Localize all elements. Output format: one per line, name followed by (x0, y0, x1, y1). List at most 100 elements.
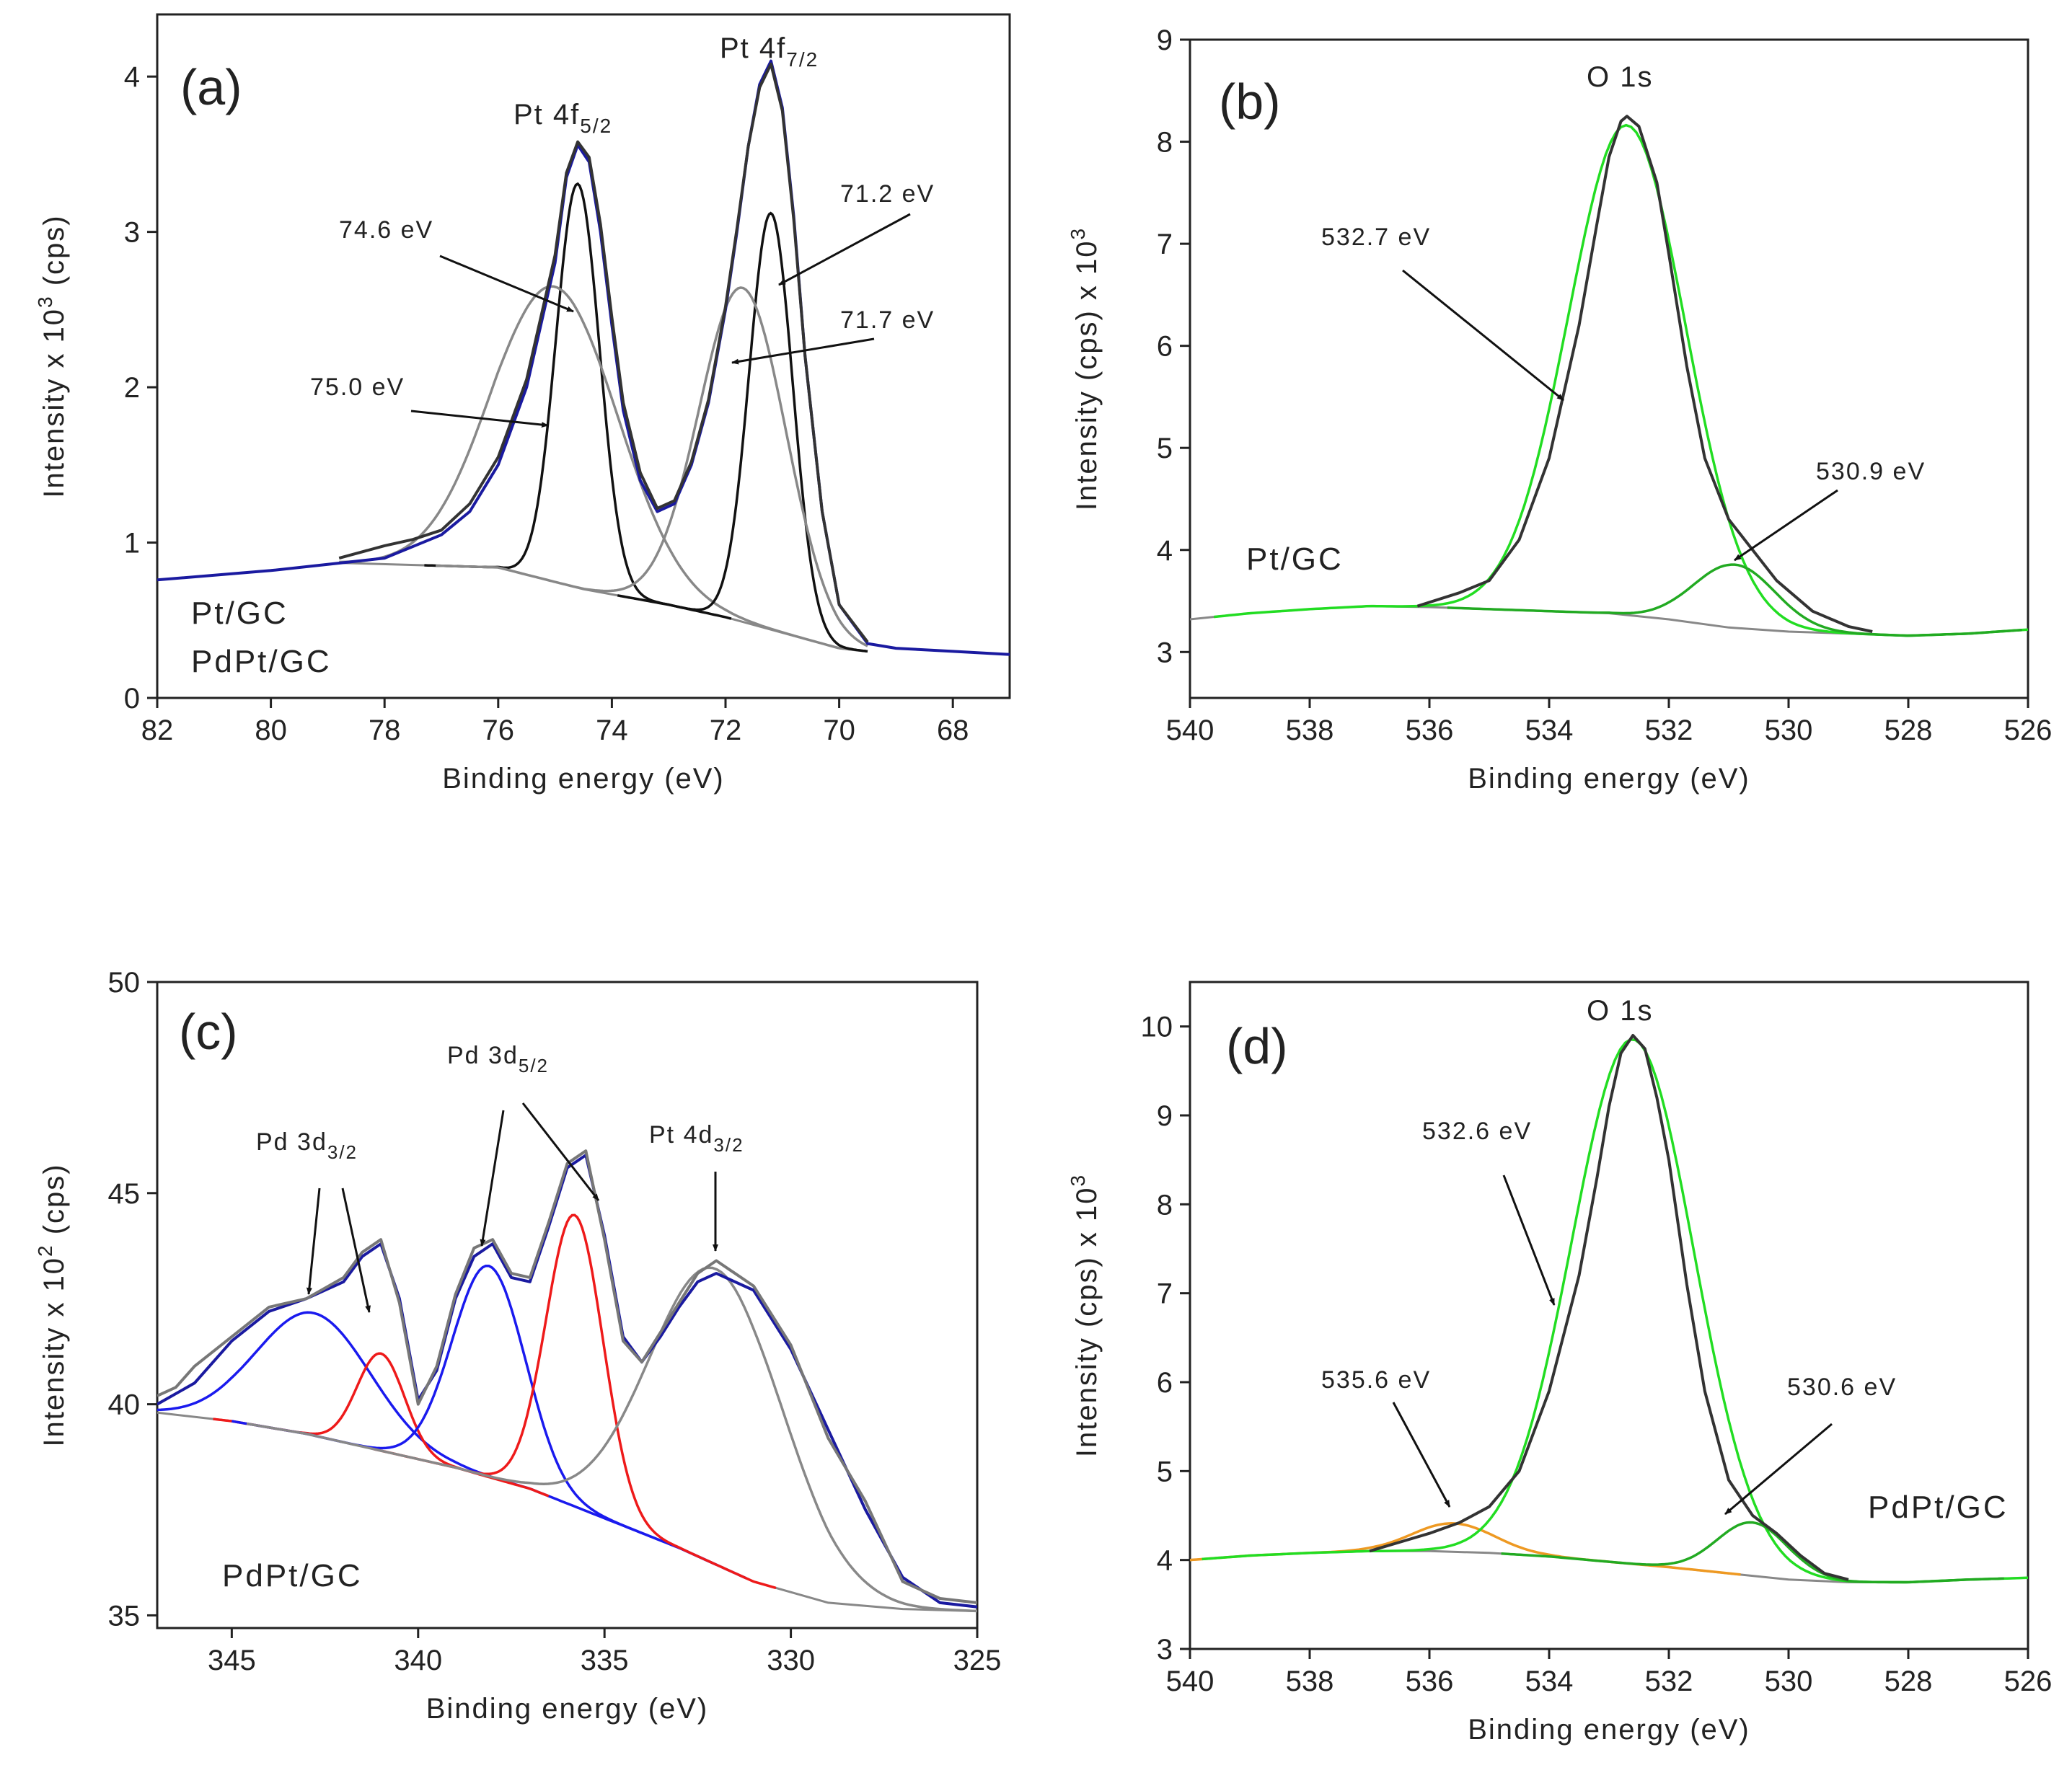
panel-b-xtick-label: 540 (1166, 715, 1214, 746)
panel-b-label: (b) (1219, 74, 1281, 130)
panel-b-data (1190, 115, 2028, 637)
panel-d-background-series (1190, 1549, 2028, 1583)
panel-b-xtick-label: 528 (1884, 715, 1933, 746)
panel-b-series-0 (1416, 115, 1873, 633)
panel-a-label: (a) (180, 59, 242, 115)
panel-c-peak-1 (213, 1352, 550, 1498)
panel-a-ylabel: Intensity x 103 (cps) (34, 214, 70, 497)
panel-a-xtick-label: 78 (369, 715, 401, 746)
panel-b-label-5327: 532.7 eV (1321, 224, 1431, 251)
panel-b-plot: 540 538 536 534 532 530 528 526 3 4 5 6 7 8 9 Binding e… (1067, 25, 2052, 795)
panel-a-series-1 (338, 62, 869, 643)
panel-c-peak-4 (246, 1266, 977, 1613)
panel-a: 82 80 78 76 74 72 70 68 0 1 2 3 4 Binding energy (eV)… (34, 13, 1011, 795)
panel-c-xtick-label: 330 (767, 1645, 815, 1676)
panel-c-ytick-label: 50 (108, 967, 141, 999)
panel-a-ytick-label: 4 (124, 61, 140, 93)
panel-b-ytick-label: 9 (1157, 25, 1173, 56)
panel-d-sample-pdptgc: PdPt/GC (1868, 1490, 2009, 1525)
panel-b: 540 538 536 534 532 530 528 526 3 4 5 6 7 8 9 Binding e… (1067, 25, 2052, 795)
panel-b-peak-1 (1447, 563, 2022, 637)
panel-c-xtick-label: 335 (581, 1645, 629, 1676)
panel-c-ylabel: Intensity x 102 (cps) (34, 1163, 70, 1446)
panel-d-series-0 (1369, 1034, 1849, 1581)
panel-c-series-1 (157, 1149, 977, 1604)
panel-c-arrow-pd3d32-b (341, 1187, 371, 1313)
panel-a-xtick-label: 76 (482, 715, 515, 746)
panel-a-sample-ptgc: Pt/GC (191, 596, 288, 631)
panel-d-peak-title-o1s: O 1s (1587, 995, 1653, 1027)
panel-c-sample-pdptgc: PdPt/GC (222, 1558, 363, 1593)
panel-d-frame (1189, 981, 2029, 1650)
panel-d-label-5326: 532.6 eV (1422, 1118, 1532, 1145)
panel-c-xtick-label: 340 (394, 1645, 442, 1676)
panel-d-ytick-label: 9 (1157, 1100, 1173, 1132)
panel-c-ytick-label: 45 (108, 1178, 141, 1210)
panel-d-ylabel: Intensity (cps) x 103 (1067, 1174, 1103, 1457)
panel-a-xlabel: Binding energy (eV) (442, 763, 725, 795)
panel-b-ytick-label: 4 (1157, 535, 1173, 567)
panel-d-xtick-label: 538 (1286, 1666, 1334, 1697)
panel-c-data (157, 1149, 977, 1613)
panel-d-xtick-label: 534 (1525, 1666, 1574, 1697)
panel-a-xtick-label: 68 (937, 715, 969, 746)
panel-a-label-746: 74.6 eV (339, 216, 433, 244)
panel-a-sample-pdptgc: PdPt/GC (191, 644, 332, 679)
panel-d-xtick-label: 528 (1884, 1666, 1933, 1697)
panel-c-xtick-label: 345 (208, 1645, 256, 1676)
panel-a-xtick-label: 72 (710, 715, 742, 746)
panel-c: 345 340 335 330 325 35 40 45 50 Binding energy (e… (34, 967, 1001, 1725)
panel-c-ytick-label: 35 (108, 1600, 141, 1632)
panel-b-xtick-label: 526 (2004, 715, 2053, 746)
panel-c-xlabel: Binding energy (eV) (426, 1693, 709, 1725)
panel-b-xtick-label: 532 (1645, 715, 1693, 746)
panel-d-xtick-label: 540 (1166, 1666, 1214, 1697)
panel-b-label-5309: 530.9 eV (1816, 458, 1926, 485)
panel-d-ytick-label: 10 (1141, 1012, 1173, 1043)
panel-b-peak-title-o1s: O 1s (1587, 61, 1653, 93)
panel-a-ytick-label: 0 (124, 683, 140, 715)
panel-c-arrow-pd3d32-a (306, 1187, 321, 1295)
panel-b-xlabel: Binding energy (eV) (1468, 763, 1750, 795)
panel-c-peak-title-pd3d52: Pd 3d5/2 (447, 1042, 549, 1076)
panel-a-ytick-label: 3 (124, 217, 140, 249)
panel-b-background-series (1190, 605, 2028, 637)
panel-d-peak-0 (1190, 1522, 1741, 1576)
panel-b-ylabel: Intensity (cps) x 103 (1067, 227, 1103, 510)
panel-d-ytick-label: 8 (1157, 1189, 1173, 1221)
panel-b-ytick-label: 7 (1157, 229, 1173, 260)
panel-a-label-750: 75.0 eV (310, 373, 405, 401)
panel-d-data (1190, 1034, 2028, 1584)
panel-a-arrow-717 (731, 337, 875, 365)
panel-d-plot: 540 538 536 534 532 530 528 526 3 4 5 6 7 8 9 10 Binding… (1067, 981, 2052, 1746)
panel-d-xlabel: Binding energy (eV) (1468, 1714, 1750, 1746)
panel-d-label-5306: 530.6 eV (1787, 1374, 1897, 1401)
panel-c-peak-title-pd3d32: Pd 3d3/2 (256, 1128, 358, 1163)
panel-a-frame (156, 13, 1011, 699)
panel-b-xtick-label: 534 (1525, 715, 1574, 746)
panel-a-peak-3 (436, 286, 868, 647)
panel-c-ytick-label: 40 (108, 1389, 141, 1421)
panel-a-peak-1 (339, 285, 868, 653)
panel-b-xtick-label: 536 (1406, 715, 1454, 746)
panel-d-label-5356: 535.6 eV (1321, 1366, 1431, 1394)
panel-b-xtick-label: 538 (1286, 715, 1334, 746)
panel-a-arrow-712 (778, 213, 911, 286)
panel-c-xtick-label: 325 (953, 1645, 1002, 1676)
panel-c-arrow-pd3d52-a (480, 1110, 505, 1247)
panel-d: 540 538 536 534 532 530 528 526 3 4 5 6 7 8 9 10 Binding… (1067, 981, 2052, 1746)
panel-d-ytick-label: 4 (1157, 1545, 1173, 1577)
panel-d-ytick-label: 6 (1157, 1367, 1173, 1399)
panel-b-ytick-label: 8 (1157, 127, 1173, 159)
panel-a-peak-title-pt4f72: Pt 4f7/2 (720, 32, 819, 71)
panel-a-ytick-label: 1 (124, 528, 140, 560)
panel-a-xtick-label: 74 (596, 715, 628, 746)
panel-c-peak-title-pt4d32: Pt 4d3/2 (649, 1121, 744, 1156)
panel-a-peak-0 (424, 182, 732, 620)
panel-d-peak-2 (1501, 1521, 2004, 1584)
panel-d-arrow-5306 (1724, 1423, 1833, 1516)
panel-c-label: (c) (179, 1004, 238, 1060)
panel-a-peak-2 (617, 211, 868, 653)
panel-d-xtick-label: 532 (1645, 1666, 1693, 1697)
